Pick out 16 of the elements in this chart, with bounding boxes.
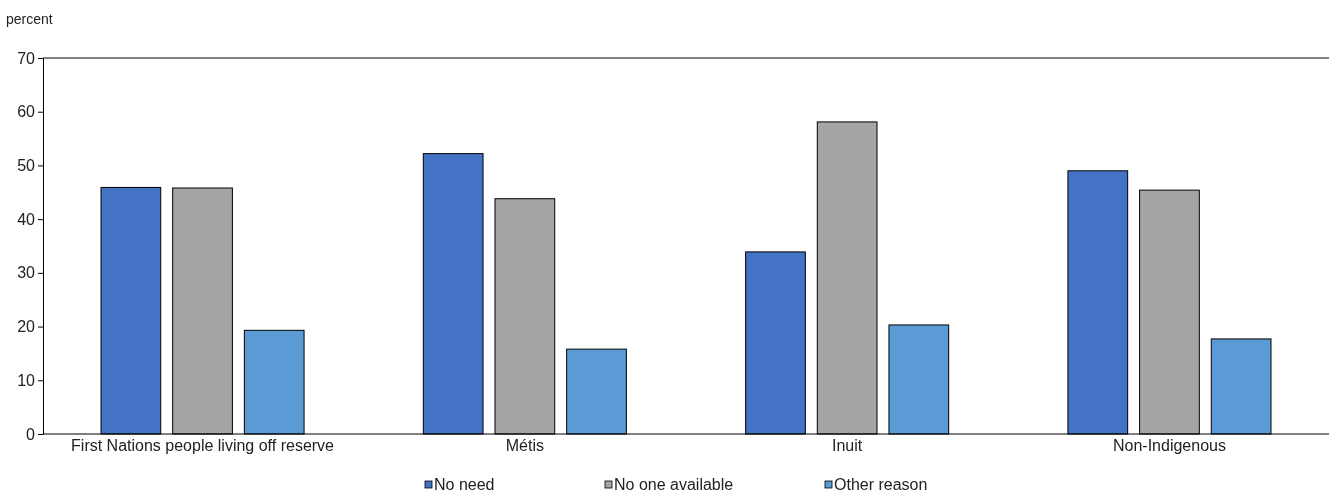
y-tick-label: 40: [17, 210, 36, 228]
legend-label: No need: [434, 476, 495, 493]
x-tick-label: Métis: [505, 437, 544, 455]
x-tick-label: Non-Indigenous: [1112, 437, 1226, 455]
legend-label: Other reason: [834, 476, 928, 493]
x-tick-label: Inuit: [832, 437, 863, 455]
y-tick-label: 70: [17, 49, 36, 67]
legend-label: No one available: [614, 476, 734, 493]
y-tick-label: 60: [17, 103, 36, 121]
y-tick-label: 30: [17, 264, 36, 282]
y-tick-label: 0: [26, 425, 36, 443]
y-tick-label: 20: [17, 318, 36, 336]
y-tick-label: 50: [17, 157, 36, 175]
y-axis-title: percent: [6, 11, 53, 27]
x-tick-label: First Nations people living off reserve: [71, 437, 335, 455]
y-tick-label: 10: [17, 371, 36, 389]
